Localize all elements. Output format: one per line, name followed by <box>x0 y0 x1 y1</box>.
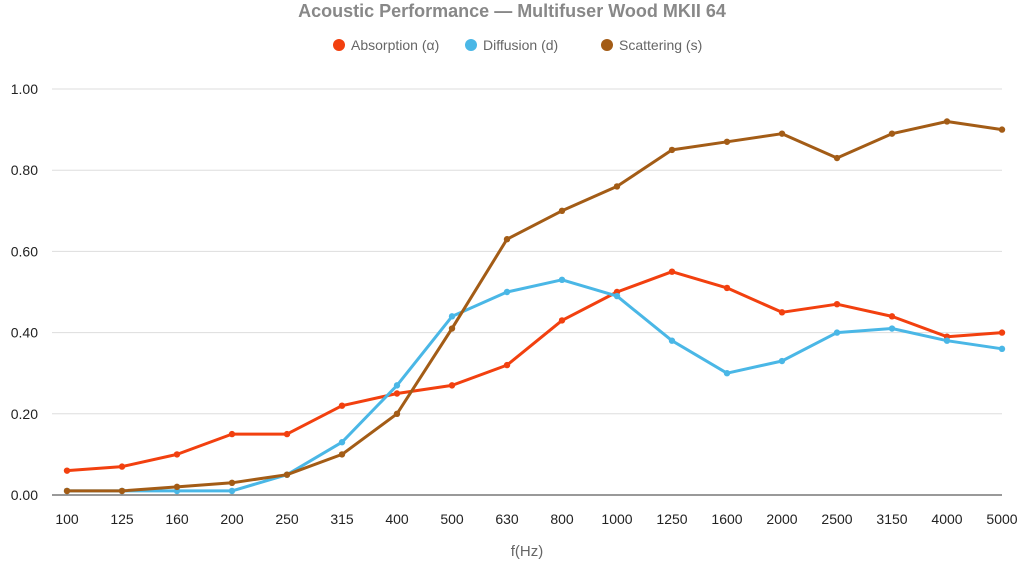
legend-label: Diffusion (d) <box>483 37 558 53</box>
y-axis-ticks: 0.00 0.20 0.40 0.60 0.80 1.00 <box>11 81 38 503</box>
data-point <box>613 292 621 300</box>
data-point <box>778 357 786 365</box>
x-tick-label: 4000 <box>931 511 962 527</box>
data-point <box>448 325 456 332</box>
data-point <box>668 268 676 275</box>
data-point <box>448 313 456 320</box>
legend-item: Diffusion (d) <box>465 37 558 53</box>
data-point <box>503 236 511 243</box>
data-point <box>63 467 71 474</box>
x-tick-label: 3150 <box>876 511 907 527</box>
y-tick-label: 0.60 <box>11 243 38 259</box>
data-point <box>833 300 841 308</box>
x-tick-label: 160 <box>165 511 189 527</box>
x-tick-label: 500 <box>440 511 464 527</box>
data-point <box>668 337 676 344</box>
data-point <box>888 130 896 137</box>
series-line <box>67 278 1003 493</box>
data-point <box>393 410 401 417</box>
legend-label: Scattering (s) <box>619 37 702 53</box>
data-point <box>393 382 401 389</box>
x-tick-label: 250 <box>275 511 299 527</box>
data-point <box>998 329 1006 336</box>
series-2 <box>63 118 1006 495</box>
y-tick-label: 0.40 <box>11 325 38 341</box>
legend-marker <box>601 39 613 51</box>
legend-marker <box>333 39 345 51</box>
data-point <box>998 126 1006 133</box>
data-point <box>228 479 236 487</box>
series-line <box>67 120 1003 493</box>
y-tick-label: 0.20 <box>11 406 38 422</box>
series-group <box>63 118 1006 495</box>
data-point <box>228 430 236 438</box>
data-point <box>888 325 896 332</box>
data-point <box>943 337 951 344</box>
data-point <box>393 390 401 397</box>
data-point <box>558 276 566 284</box>
data-point <box>723 138 731 145</box>
x-tick-label: 100 <box>55 511 79 527</box>
data-point <box>228 487 236 495</box>
data-point <box>283 471 291 478</box>
legend-item: Scattering (s) <box>601 37 702 53</box>
legend-marker <box>465 39 477 51</box>
series-0 <box>63 268 1006 474</box>
data-point <box>833 329 841 336</box>
x-tick-label: 630 <box>495 511 519 527</box>
data-point <box>833 154 841 162</box>
data-point <box>723 284 731 292</box>
x-tick-label: 800 <box>550 511 574 527</box>
data-point <box>338 451 346 458</box>
legend-item: Absorption (α) <box>333 37 439 53</box>
series-line <box>66 270 1003 473</box>
x-tick-label: 125 <box>110 511 134 527</box>
x-tick-label: 1250 <box>656 511 687 527</box>
data-point <box>778 309 786 316</box>
y-tick-label: 1.00 <box>11 81 38 97</box>
x-tick-label: 2000 <box>766 511 797 527</box>
x-tick-label: 315 <box>330 511 354 527</box>
x-tick-label: 2500 <box>821 511 852 527</box>
x-tick-label: 200 <box>220 511 244 527</box>
y-tick-label: 0.00 <box>11 487 38 503</box>
chart-title: Acoustic Performance — Multifuser Wood M… <box>298 1 726 21</box>
y-tick-label: 0.80 <box>11 162 38 178</box>
legend: Absorption (α) Diffusion (d) Scattering (s… <box>333 37 702 53</box>
data-point <box>668 146 676 154</box>
data-point <box>63 487 71 495</box>
data-point <box>558 207 566 214</box>
x-tick-label: 1600 <box>711 511 742 527</box>
data-point <box>173 451 181 458</box>
data-point <box>503 288 511 296</box>
data-point <box>723 370 731 377</box>
data-point <box>173 483 181 491</box>
legend-label: Absorption (α) <box>351 37 439 53</box>
x-axis-ticks: 100 125 160 200 250 315 400 500 630 800 1000 1250 16… <box>55 511 1017 527</box>
data-point <box>118 487 126 495</box>
data-point <box>283 430 291 438</box>
data-point <box>888 313 896 320</box>
data-point <box>778 130 786 137</box>
data-point <box>613 183 621 190</box>
x-tick-label: 400 <box>385 511 409 527</box>
data-point <box>118 463 126 470</box>
x-axis-title: f(Hz) <box>511 543 544 560</box>
x-tick-label: 1000 <box>601 511 632 527</box>
data-point <box>998 345 1006 353</box>
data-point <box>503 361 511 369</box>
x-tick-label: 5000 <box>986 511 1017 527</box>
gridlines <box>52 88 1002 415</box>
data-point <box>338 402 346 409</box>
data-point <box>943 118 951 125</box>
data-point <box>448 382 456 389</box>
data-point <box>558 317 566 324</box>
data-point <box>338 439 346 446</box>
